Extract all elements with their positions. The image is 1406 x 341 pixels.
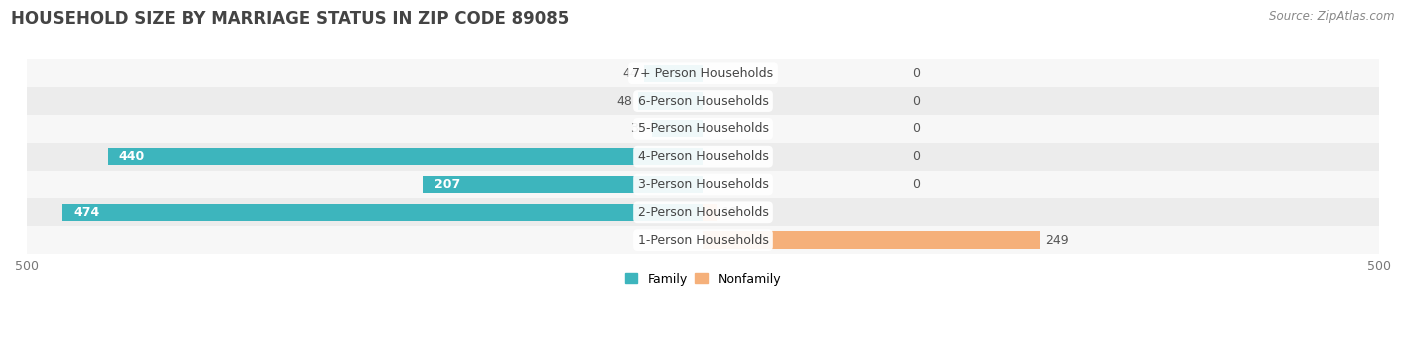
- Text: 38: 38: [630, 122, 647, 135]
- Text: 5-Person Households: 5-Person Households: [637, 122, 769, 135]
- Text: 249: 249: [1045, 234, 1069, 247]
- Text: 0: 0: [912, 150, 921, 163]
- Bar: [108, 148, 703, 165]
- Text: 7+ Person Households: 7+ Person Households: [633, 67, 773, 80]
- Bar: [27, 87, 1379, 115]
- Text: 1-Person Households: 1-Person Households: [637, 234, 769, 247]
- Bar: [27, 143, 1379, 170]
- Text: 48: 48: [617, 94, 633, 107]
- Text: 3-Person Households: 3-Person Households: [637, 178, 769, 191]
- Bar: [62, 204, 703, 221]
- Text: 44: 44: [623, 67, 638, 80]
- Text: 4-Person Households: 4-Person Households: [637, 150, 769, 163]
- Bar: [27, 115, 1379, 143]
- Bar: [27, 198, 1379, 226]
- Text: 474: 474: [73, 206, 100, 219]
- Text: HOUSEHOLD SIZE BY MARRIAGE STATUS IN ZIP CODE 89085: HOUSEHOLD SIZE BY MARRIAGE STATUS IN ZIP…: [11, 10, 569, 28]
- Text: 6-Person Households: 6-Person Households: [637, 94, 769, 107]
- Bar: [703, 204, 717, 221]
- Text: 0: 0: [912, 178, 921, 191]
- Bar: [638, 92, 703, 110]
- Text: 0: 0: [912, 67, 921, 80]
- Text: 10: 10: [721, 206, 738, 219]
- Text: 207: 207: [434, 178, 460, 191]
- Bar: [27, 226, 1379, 254]
- Legend: Family, Nonfamily: Family, Nonfamily: [620, 268, 786, 291]
- Text: 440: 440: [120, 150, 145, 163]
- Text: Source: ZipAtlas.com: Source: ZipAtlas.com: [1270, 10, 1395, 23]
- Bar: [27, 59, 1379, 87]
- Bar: [644, 64, 703, 82]
- Text: 0: 0: [912, 122, 921, 135]
- Bar: [703, 232, 1039, 249]
- Bar: [423, 176, 703, 193]
- Bar: [651, 120, 703, 137]
- Bar: [27, 170, 1379, 198]
- Text: 2-Person Households: 2-Person Households: [637, 206, 769, 219]
- Text: 0: 0: [912, 94, 921, 107]
